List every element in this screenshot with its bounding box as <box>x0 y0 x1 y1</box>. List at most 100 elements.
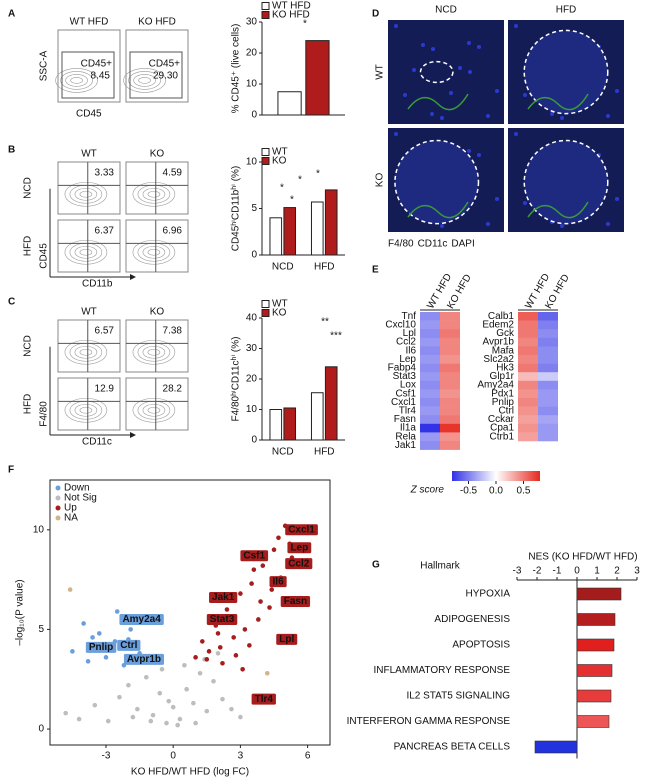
heatmap-cell <box>440 320 460 330</box>
gene-label: Jak1 <box>212 592 235 603</box>
flow-contour <box>132 397 176 423</box>
x-tick-label: -2 <box>533 566 542 577</box>
legend-swatch <box>261 157 270 165</box>
y-tick-label: 0 <box>38 724 44 735</box>
point <box>247 643 252 648</box>
legend-label: NA <box>64 513 78 524</box>
heatmap-cell <box>420 423 440 433</box>
gene-label: Cpa1 <box>490 423 514 434</box>
plot-frame <box>49 479 331 746</box>
point <box>126 682 131 688</box>
category-label: APOPTOSIS <box>452 640 510 651</box>
gene-label: Tlr4 <box>399 406 417 417</box>
bar <box>269 409 283 441</box>
heatmap-cell <box>538 389 558 399</box>
nucleus <box>606 114 610 118</box>
gene-callout: Ctrl <box>117 639 141 651</box>
point <box>233 653 239 658</box>
significance: * <box>280 183 284 194</box>
legend-label: WT HFD <box>272 1 311 12</box>
flow-contour <box>74 345 98 359</box>
bar <box>324 189 338 256</box>
micrograph-legend: DAPI <box>451 239 474 250</box>
nucleus <box>550 112 554 116</box>
heatmap-cell <box>518 372 538 382</box>
heatmap-cell <box>518 320 538 330</box>
x-tick-label: 3 <box>634 566 640 577</box>
point <box>92 702 98 708</box>
flow-column-label: WT HFD <box>70 17 109 28</box>
gene-label: Csf1 <box>243 550 265 561</box>
point <box>117 694 122 700</box>
heatmap-cell <box>420 320 440 330</box>
heatmap-cell <box>440 355 460 364</box>
x-tick-label: 1 <box>594 566 600 577</box>
flow-row-label: HFD <box>23 394 34 415</box>
x-tick-label: -3 <box>102 751 111 762</box>
point <box>256 617 261 622</box>
point <box>81 621 86 626</box>
y-tick-label: 0 <box>251 110 257 121</box>
legend-marker <box>55 515 61 521</box>
point <box>135 706 140 712</box>
heatmap-cell <box>518 363 538 373</box>
x-tick-label: NCD <box>272 262 294 273</box>
gene-label: Fabp4 <box>388 363 417 374</box>
gene-label-box <box>209 592 238 604</box>
micrograph <box>388 20 504 124</box>
flow-row-label: NCD <box>23 177 34 199</box>
category-label: IL2 STAT5 SIGNALING <box>406 691 510 702</box>
gene-callout: Csf1 <box>240 550 269 561</box>
point <box>96 631 102 636</box>
y-tick-label: 10 <box>246 404 258 415</box>
gene-label: Ctrl <box>120 640 137 651</box>
nucleus <box>394 24 398 28</box>
gene-label: Mafa <box>492 345 515 356</box>
legend-label: WT <box>272 147 288 158</box>
nucleus <box>615 89 619 93</box>
heatmap-cell <box>518 312 538 321</box>
point <box>70 649 75 654</box>
flow-gate-value: 7.38 <box>163 326 183 337</box>
gene-label-box <box>117 639 141 651</box>
nucleus <box>514 24 518 28</box>
category-label: INTERFERON GAMMA RESPONSE <box>347 716 511 727</box>
flow-x-label: CD45 <box>76 109 102 120</box>
panel-letter: D <box>372 9 379 20</box>
micrograph-column-label: NCD <box>435 5 457 16</box>
point <box>130 714 136 720</box>
point <box>240 666 245 672</box>
gene-label: Amy2a4 <box>477 380 514 391</box>
category-label: ADIPOGENESIS <box>434 614 510 625</box>
heatmap-cell <box>538 355 558 364</box>
flow-contour <box>142 245 166 259</box>
gene-label: Hk3 <box>496 363 514 374</box>
point <box>200 639 205 644</box>
heatmap-cell <box>440 329 460 339</box>
significance: *** <box>330 331 342 342</box>
colorbar-tick-label: -0.5 <box>460 486 478 497</box>
x-tick-label: 3 <box>238 751 244 762</box>
panel-letter: G <box>372 560 380 571</box>
nucleus <box>560 224 564 228</box>
flow-arrow-head <box>130 274 136 280</box>
flow-contour <box>147 190 161 198</box>
heatmap-cell <box>538 329 558 339</box>
flow-contour <box>132 239 176 265</box>
gene-label: Cxcl10 <box>385 320 416 331</box>
gene-callout: Lpl <box>276 633 298 645</box>
point <box>193 655 198 660</box>
point <box>260 563 266 568</box>
flow-column-label: KO HFD <box>138 17 176 28</box>
flow-gate-label: CD45+ <box>81 59 113 70</box>
nucleus <box>449 91 453 95</box>
point <box>211 678 216 684</box>
nucleus <box>467 41 471 45</box>
point <box>114 609 120 614</box>
nucleus <box>606 222 610 226</box>
bar <box>576 689 612 703</box>
point <box>164 720 169 726</box>
x-tick-label: 2 <box>614 566 620 577</box>
nucleus <box>440 224 444 228</box>
heatmap-cell <box>440 441 460 450</box>
